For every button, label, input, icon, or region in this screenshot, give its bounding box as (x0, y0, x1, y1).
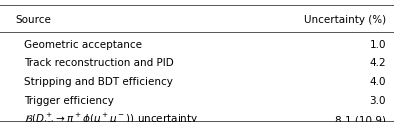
Text: 4.2: 4.2 (370, 58, 386, 68)
Text: Track reconstruction and PID: Track reconstruction and PID (24, 58, 173, 68)
Text: Source: Source (16, 15, 52, 25)
Text: Trigger efficiency: Trigger efficiency (24, 96, 113, 106)
Text: 8.1 (10.9): 8.1 (10.9) (335, 115, 386, 122)
Text: 4.0: 4.0 (370, 77, 386, 87)
Text: Stripping and BDT efficiency: Stripping and BDT efficiency (24, 77, 173, 87)
Text: 1.0: 1.0 (370, 40, 386, 50)
Text: $\mathcal{B}(D^+_{(s)} \rightarrow \pi^+\phi(\mu^+\mu^-))$ uncertainty: $\mathcal{B}(D^+_{(s)} \rightarrow \pi^+… (24, 111, 198, 122)
Text: Uncertainty (%): Uncertainty (%) (304, 15, 386, 25)
Text: Geometric acceptance: Geometric acceptance (24, 40, 141, 50)
Text: 3.0: 3.0 (370, 96, 386, 106)
